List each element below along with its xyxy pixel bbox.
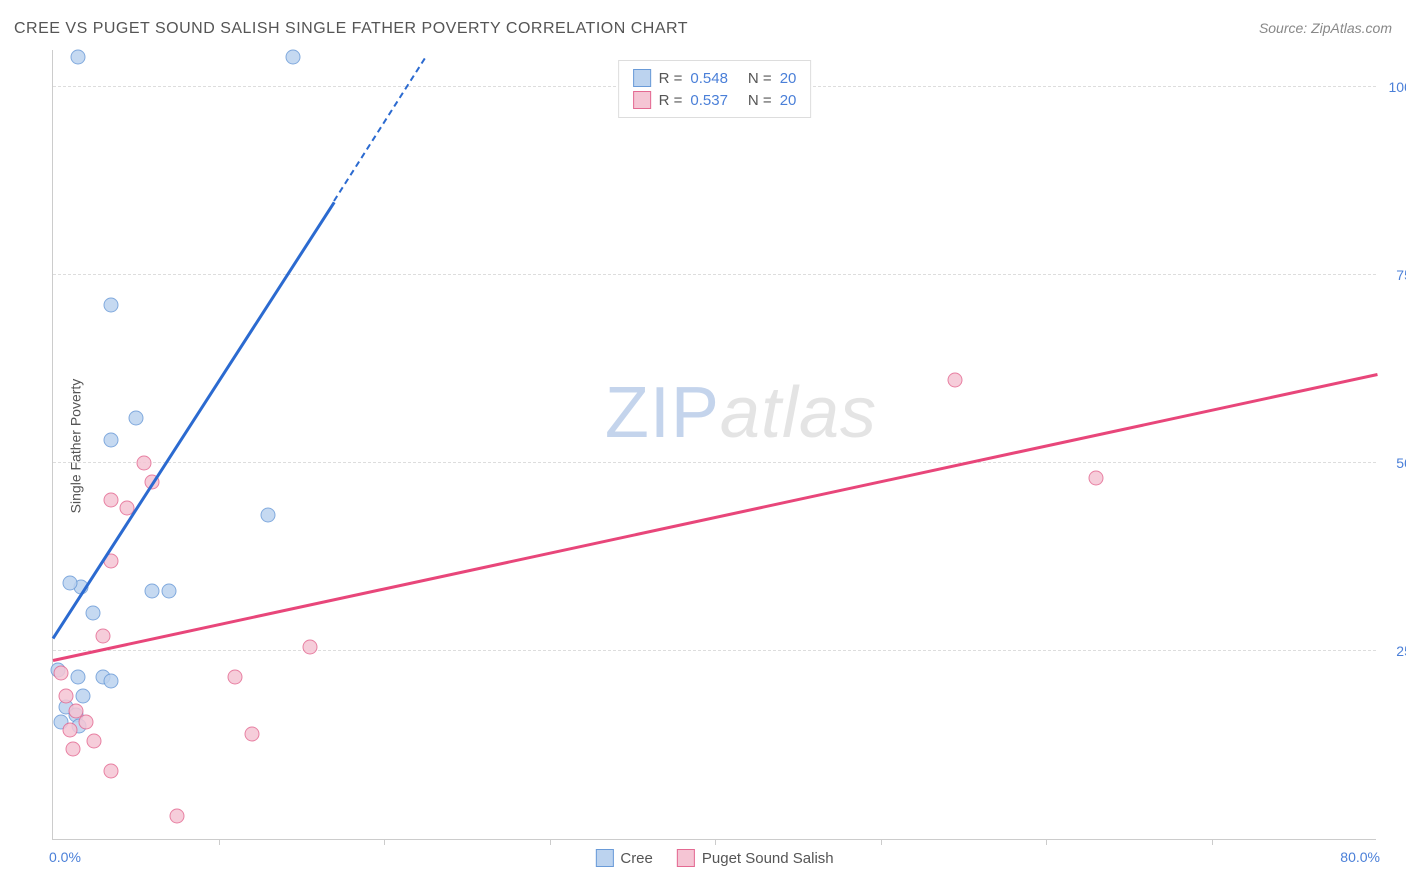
- r-value: 0.537: [690, 92, 728, 109]
- gridline: [53, 274, 1376, 275]
- data-point: [228, 670, 243, 685]
- plot-area: ZIPatlas 25.0%50.0%75.0%100.0% 0.0% 80.0…: [52, 50, 1376, 840]
- data-point: [62, 576, 77, 591]
- legend-series-item: Puget Sound Salish: [677, 849, 834, 867]
- data-point: [65, 741, 80, 756]
- x-tick: [550, 839, 551, 845]
- trend-line: [334, 58, 427, 202]
- data-point: [947, 373, 962, 388]
- series-legend: Cree Puget Sound Salish: [595, 849, 833, 867]
- data-point: [161, 583, 176, 598]
- data-point: [87, 734, 102, 749]
- data-point: [62, 722, 77, 737]
- legend-swatch: [633, 91, 651, 109]
- data-point: [244, 726, 259, 741]
- y-tick-label: 25.0%: [1381, 643, 1406, 659]
- data-point: [285, 49, 300, 64]
- data-point: [70, 49, 85, 64]
- n-label: N =: [748, 70, 772, 87]
- gridline: [53, 650, 1376, 651]
- n-value: 20: [780, 92, 797, 109]
- data-point: [103, 764, 118, 779]
- data-point: [137, 455, 152, 470]
- data-point: [85, 606, 100, 621]
- data-point: [103, 493, 118, 508]
- data-point: [79, 715, 94, 730]
- legend-series-item: Cree: [595, 849, 653, 867]
- watermark: ZIPatlas: [605, 372, 877, 454]
- legend-series-label: Puget Sound Salish: [702, 850, 834, 867]
- gridline: [53, 462, 1376, 463]
- legend-swatch: [595, 849, 613, 867]
- r-label: R =: [659, 92, 683, 109]
- legend-correlation-row: R = 0.548 N = 20: [633, 67, 797, 89]
- watermark-part2: atlas: [720, 373, 877, 453]
- x-max-label: 80.0%: [1340, 849, 1380, 865]
- data-point: [103, 297, 118, 312]
- x-tick: [219, 839, 220, 845]
- r-value: 0.548: [690, 70, 728, 87]
- legend-correlation-row: R = 0.537 N = 20: [633, 89, 797, 111]
- legend-swatch: [677, 849, 695, 867]
- source-attribution: Source: ZipAtlas.com: [1259, 20, 1392, 36]
- x-tick: [1046, 839, 1047, 845]
- watermark-part1: ZIP: [605, 373, 720, 453]
- legend-swatch: [633, 69, 651, 87]
- n-value: 20: [780, 70, 797, 87]
- x-tick: [881, 839, 882, 845]
- data-point: [170, 809, 185, 824]
- data-point: [261, 508, 276, 523]
- n-label: N =: [748, 92, 772, 109]
- data-point: [302, 640, 317, 655]
- data-point: [103, 433, 118, 448]
- data-point: [128, 410, 143, 425]
- data-point: [1088, 470, 1103, 485]
- data-point: [145, 583, 160, 598]
- data-point: [54, 666, 69, 681]
- legend-series-label: Cree: [620, 850, 653, 867]
- trend-line: [52, 201, 336, 639]
- x-tick: [715, 839, 716, 845]
- correlation-legend: R = 0.548 N = 20 R = 0.537 N = 20: [618, 60, 812, 118]
- x-min-label: 0.0%: [49, 849, 81, 865]
- trend-line: [53, 374, 1378, 663]
- x-tick: [1212, 839, 1213, 845]
- data-point: [75, 689, 90, 704]
- data-point: [95, 628, 110, 643]
- y-tick-label: 50.0%: [1381, 455, 1406, 471]
- y-tick-label: 75.0%: [1381, 267, 1406, 283]
- chart-title: CREE VS PUGET SOUND SALISH SINGLE FATHER…: [14, 20, 688, 38]
- data-point: [103, 674, 118, 689]
- data-point: [59, 689, 74, 704]
- r-label: R =: [659, 70, 683, 87]
- y-tick-label: 100.0%: [1381, 79, 1406, 95]
- x-tick: [384, 839, 385, 845]
- data-point: [70, 670, 85, 685]
